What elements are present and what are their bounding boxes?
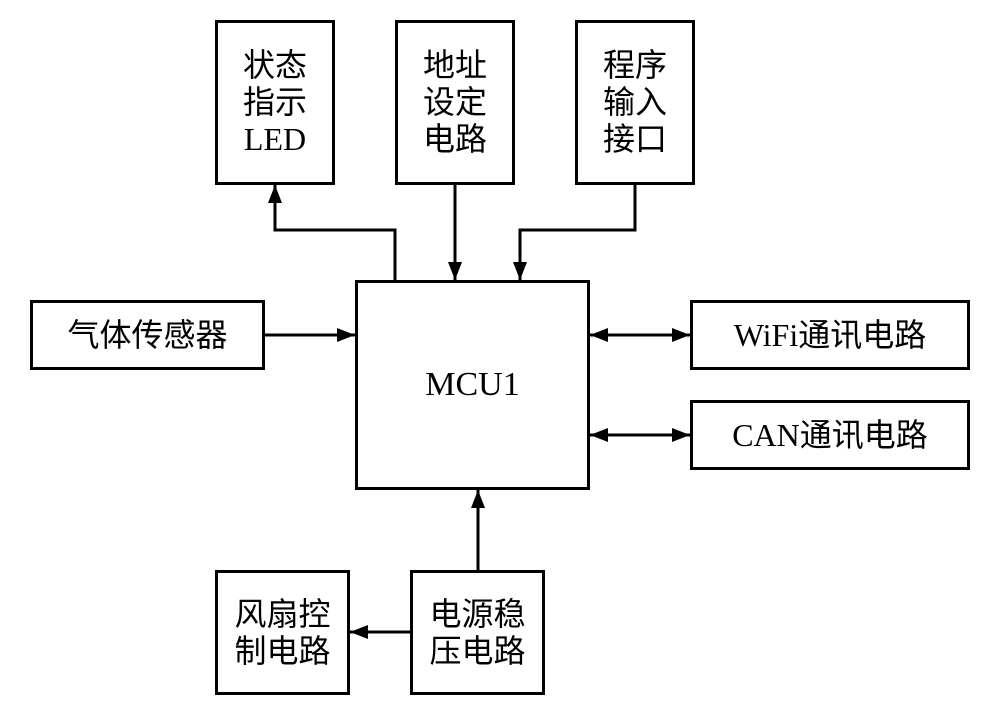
block-label: 风扇控制电路 (234, 596, 330, 670)
block-address-circuit: 地址设定电路 (395, 20, 515, 185)
block-mcu1: MCU1 (355, 280, 590, 490)
block-label: MCU1 (425, 365, 519, 404)
block-label: CAN通讯电路 (732, 417, 928, 454)
block-power-regulator: 电源稳压电路 (410, 570, 545, 695)
block-gas-sensor: 气体传感器 (30, 300, 265, 370)
block-label: 状态指示LED (243, 47, 307, 157)
block-program-input: 程序输入接口 (575, 20, 695, 185)
block-label: 气体传感器 (67, 317, 227, 354)
block-wifi-comm: WiFi通讯电路 (690, 300, 970, 370)
block-label: 地址设定电路 (423, 47, 487, 157)
block-label: 程序输入接口 (603, 47, 667, 157)
block-fan-control: 风扇控制电路 (215, 570, 350, 695)
block-status-led: 状态指示LED (215, 20, 335, 185)
block-label: 电源稳压电路 (429, 596, 525, 670)
block-label: WiFi通讯电路 (734, 317, 927, 354)
block-can-comm: CAN通讯电路 (690, 400, 970, 470)
